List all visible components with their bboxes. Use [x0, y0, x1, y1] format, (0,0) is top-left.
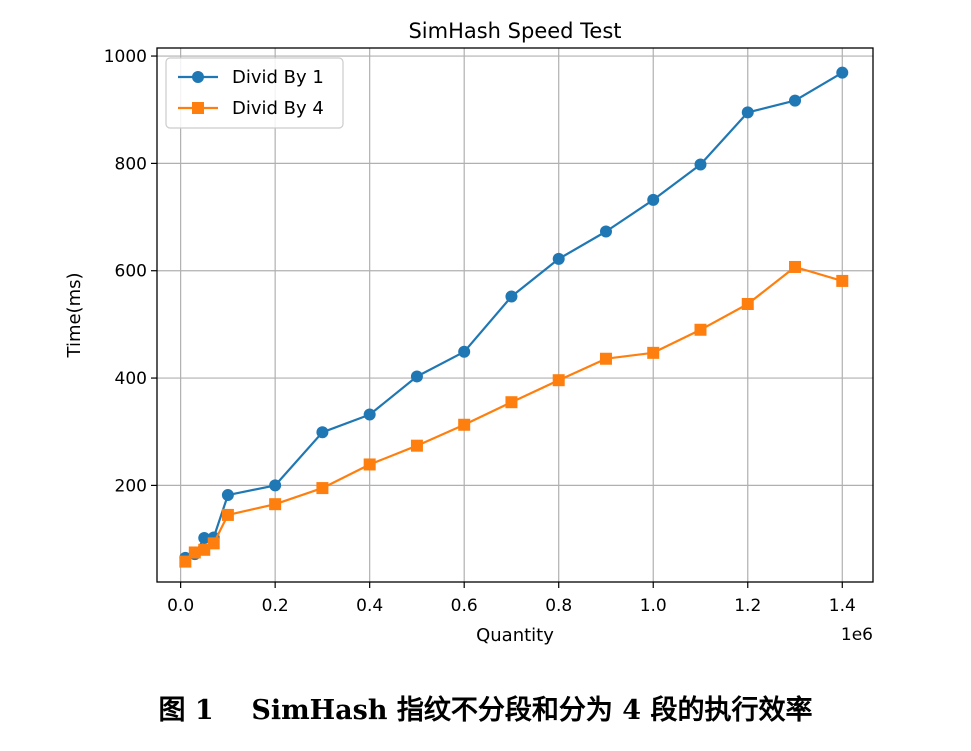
x-tick-label: 0.0 [167, 596, 194, 616]
legend-item-2: Divid By 4 [178, 98, 324, 119]
series-2 [179, 260, 849, 568]
data-point [458, 345, 471, 358]
x-tick-label: 1.0 [640, 596, 667, 616]
data-point [221, 508, 234, 521]
data-point [207, 537, 220, 550]
figure-caption: 图 1 SimHash 指纹不分段和分为 4 段的执行效率 [158, 695, 813, 726]
series-line [184, 265, 843, 563]
ticks-layer: 0.0 0.2 0.4 0.6 0.8 1.0 1.2 1.4 200 400 600 800 1000 [104, 47, 856, 616]
data-point [836, 274, 849, 287]
y-tick-label: 800 [115, 154, 147, 174]
x-tick-label: 0.8 [545, 596, 572, 616]
legend-label: Divid By 1 [232, 67, 324, 88]
legend-marker [192, 102, 204, 114]
x-tick-label: 0.4 [356, 596, 383, 616]
data-point [552, 252, 565, 265]
legend-marker [192, 71, 204, 83]
data-point [410, 370, 423, 383]
data-point [694, 158, 707, 171]
grid-lines [157, 48, 873, 582]
data-point [269, 479, 282, 492]
data-point [269, 498, 282, 511]
data-point [505, 290, 518, 303]
series-layer [179, 66, 849, 568]
y-tick-label: 200 [115, 476, 147, 496]
data-point [789, 260, 802, 273]
x-axis-label: Quantity [476, 625, 554, 646]
data-point [316, 482, 329, 495]
data-point [741, 106, 754, 119]
data-point [789, 94, 802, 107]
legend-label: Divid By 4 [232, 98, 324, 119]
data-point [458, 418, 471, 431]
data-point [316, 426, 329, 439]
x-tick-label: 1.4 [829, 596, 856, 616]
data-point [836, 66, 849, 79]
data-point [188, 546, 201, 559]
data-point [741, 297, 754, 310]
y-tick-label: 600 [115, 262, 147, 282]
legend: Divid By 1 Divid By 4 [165, 57, 344, 129]
data-point [363, 408, 376, 421]
chart-title: SimHash Speed Test [408, 19, 621, 43]
x-tick-label: 0.2 [262, 596, 289, 616]
data-point [410, 439, 423, 452]
data-point [599, 225, 612, 238]
x-tick-label: 0.6 [451, 596, 478, 616]
y-tick-label: 400 [115, 369, 147, 389]
data-point [552, 374, 565, 387]
data-point [647, 193, 660, 206]
y-axis-label: Time(ms) [64, 272, 85, 358]
axes-frame [156, 47, 874, 583]
data-point [694, 323, 707, 336]
data-point [363, 458, 376, 471]
x-offset-label: 1e6 [841, 625, 873, 645]
data-point [647, 346, 660, 359]
data-point [505, 396, 518, 409]
data-point [179, 555, 192, 568]
data-point [221, 489, 234, 502]
y-tick-label: 1000 [104, 47, 147, 67]
data-point [198, 531, 211, 544]
data-point [198, 543, 211, 556]
legend-box [165, 57, 344, 129]
legend-item-1: Divid By 1 [178, 67, 324, 88]
data-point [599, 352, 612, 365]
x-tick-label: 1.2 [734, 596, 761, 616]
